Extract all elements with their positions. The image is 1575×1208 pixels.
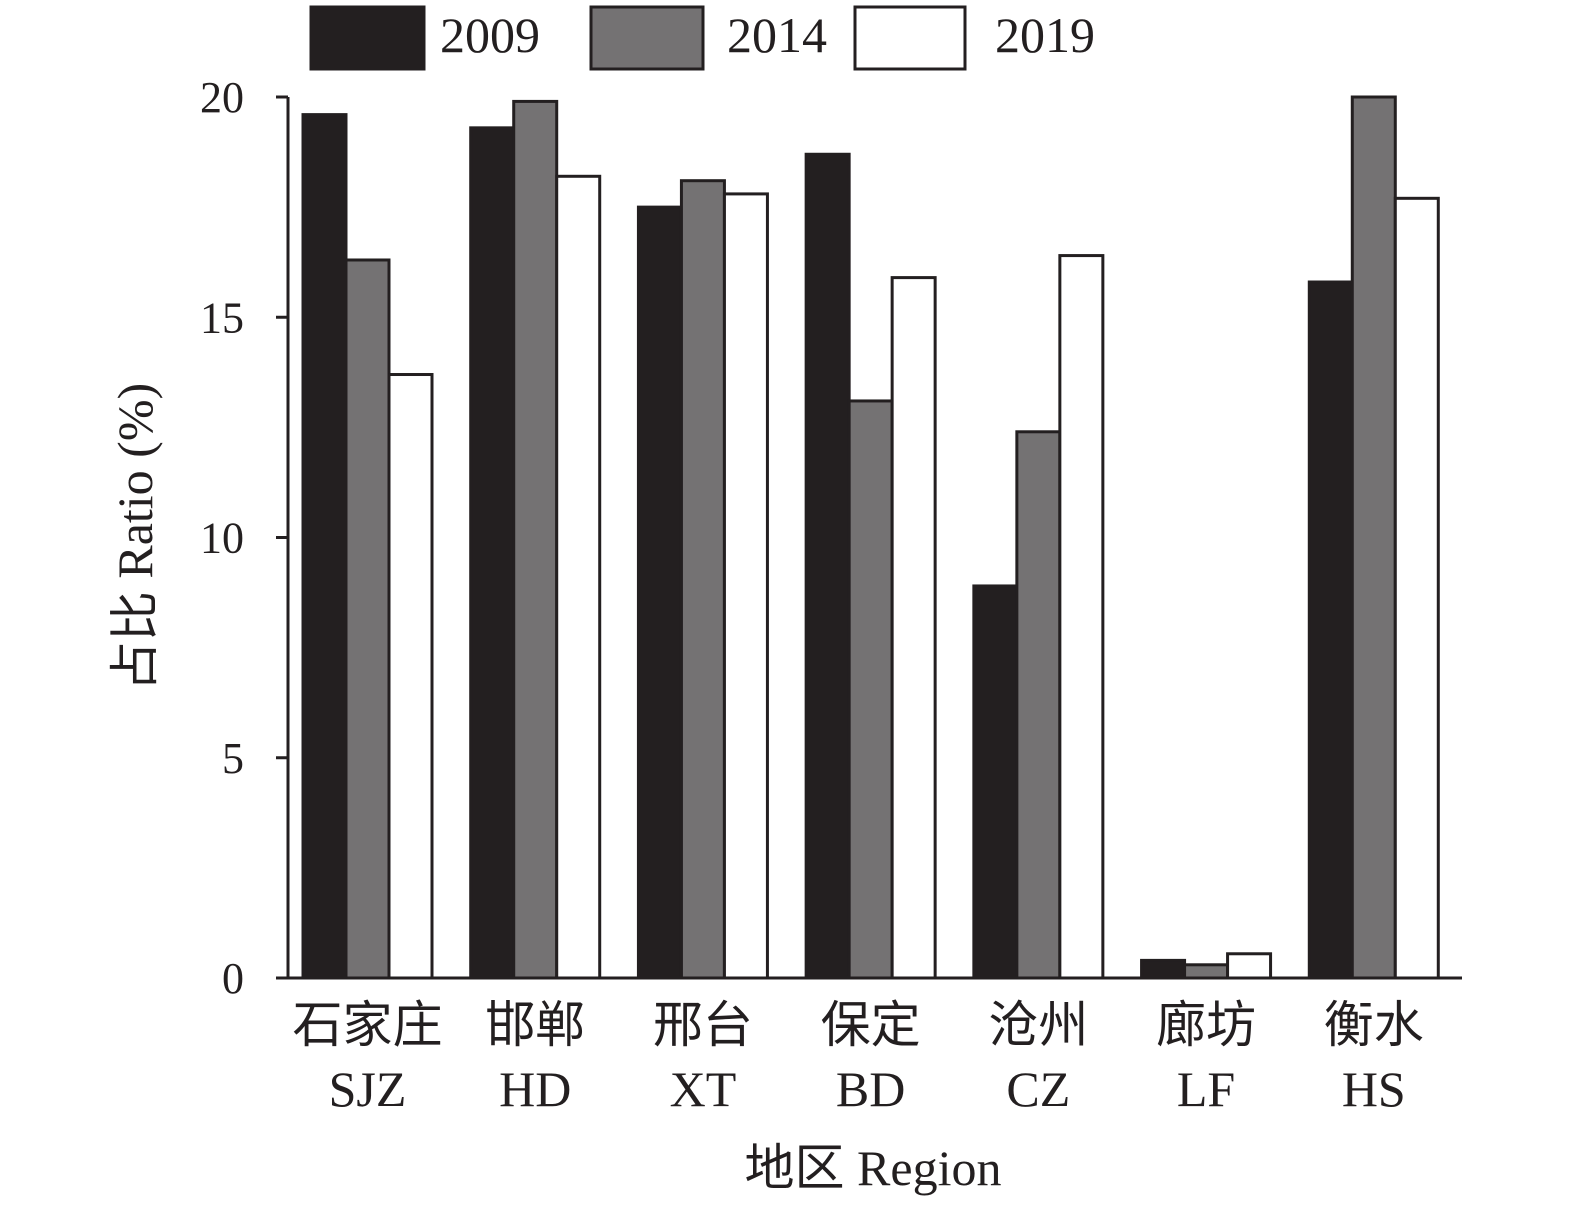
bar-cz-2014 xyxy=(1015,430,1062,980)
legend-swatch-2009 xyxy=(309,5,426,71)
bar-hs-2019 xyxy=(1393,196,1440,980)
legend-label-2019: 2019 xyxy=(995,7,1095,63)
y-tick-label: 15 xyxy=(200,293,244,342)
bar-xt-2014 xyxy=(679,179,726,980)
bar-lf-2014 xyxy=(1183,963,1230,980)
x-category-labels: 石家庄 SJZ 邯郸 HD 邢台 XT 保定 BD 沧州 CZ 廊坊 LF 衡水 HS xyxy=(293,997,1424,1117)
legend-swatch-2019 xyxy=(853,5,967,71)
x-tick-label: HS xyxy=(1342,1061,1406,1117)
x-axis-title: 地区 Region xyxy=(745,1140,1002,1196)
legend-swatch-2014 xyxy=(589,5,705,71)
bar-sjz-2014 xyxy=(344,258,391,980)
bar-lf-2009 xyxy=(1140,958,1187,980)
x-tick-label: CZ xyxy=(1006,1061,1070,1117)
y-tick-label: 5 xyxy=(222,734,244,783)
x-tick-label-cn: 廊坊 xyxy=(1156,997,1256,1053)
legend: 2009 2014 2019 xyxy=(309,5,1095,71)
bar-hs-2009 xyxy=(1307,280,1354,980)
y-tick-label: 0 xyxy=(222,954,244,1003)
bar-sjz-2019 xyxy=(387,373,434,980)
x-tick-label-cn: 邯郸 xyxy=(485,997,585,1053)
y-tick-label: 10 xyxy=(200,514,244,563)
y-axis-title: 占比 Ratio (%) xyxy=(107,383,163,691)
x-tick-label: LF xyxy=(1177,1061,1235,1117)
x-tick-label: HD xyxy=(499,1061,571,1117)
x-tick-label-cn: 保定 xyxy=(821,997,921,1053)
x-tick-label-cn: 石家庄 xyxy=(293,997,443,1053)
x-tick-label: XT xyxy=(670,1061,737,1117)
bar-cz-2019 xyxy=(1058,254,1105,980)
bar-hd-2019 xyxy=(555,174,602,980)
bar-bd-2009 xyxy=(804,152,851,980)
y-tick-labels: 0 5 10 15 20 xyxy=(200,73,244,1003)
x-tick-label: SJZ xyxy=(329,1061,407,1117)
x-tick-label: BD xyxy=(836,1061,905,1117)
bars-group xyxy=(301,95,1440,980)
legend-label-2014: 2014 xyxy=(727,7,827,63)
bar-cz-2009 xyxy=(972,584,1019,980)
bar-xt-2019 xyxy=(722,192,769,980)
axes xyxy=(276,95,1462,980)
x-tick-label-cn: 沧州 xyxy=(988,997,1088,1053)
legend-label-2009: 2009 xyxy=(440,7,540,63)
bar-bd-2014 xyxy=(847,399,894,980)
bar-sjz-2009 xyxy=(301,113,348,980)
bar-hd-2014 xyxy=(512,99,559,980)
y-tick-label: 20 xyxy=(200,73,244,122)
x-tick-label-cn: 邢台 xyxy=(653,997,753,1053)
bar-hs-2014 xyxy=(1350,95,1397,980)
bar-lf-2019 xyxy=(1226,952,1273,980)
bar-hd-2009 xyxy=(469,126,516,980)
bar-xt-2009 xyxy=(636,205,683,980)
bar-bd-2019 xyxy=(890,276,937,980)
x-tick-label-cn: 衡水 xyxy=(1324,997,1424,1053)
